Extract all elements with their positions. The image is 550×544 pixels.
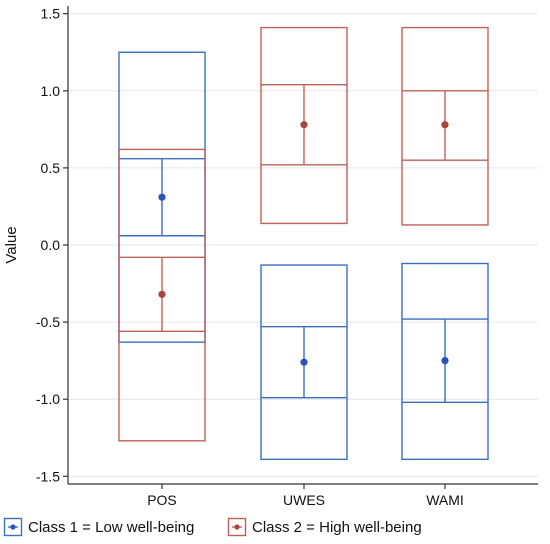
legend-swatch-marker bbox=[10, 524, 16, 530]
box-plots bbox=[118, 26, 489, 461]
box-outer-range bbox=[118, 148, 206, 442]
x-ticks: POS UWES WAMI bbox=[147, 484, 464, 508]
legend-item-class2: Class 2 = High well-being bbox=[227, 517, 422, 537]
legend-label: Class 1 = Low well-being bbox=[28, 519, 194, 536]
legend: Class 1 = Low well-being Class 2 = High w… bbox=[3, 517, 422, 537]
box-pos-class1 bbox=[118, 51, 206, 343]
box-outer-range bbox=[260, 26, 348, 225]
x-tick-label-uwes: UWES bbox=[283, 492, 325, 508]
box-outer-range bbox=[260, 264, 348, 461]
grid-lines bbox=[68, 13, 538, 477]
y-tick-label: 1.0 bbox=[41, 83, 61, 99]
box-wami-class2 bbox=[401, 26, 489, 226]
y-axis-title: Value bbox=[3, 226, 20, 263]
legend-label: Class 2 = High well-being bbox=[252, 519, 422, 536]
box-mean-marker bbox=[158, 193, 166, 201]
box-outer-range bbox=[401, 26, 489, 226]
box-uwes-class1 bbox=[260, 264, 348, 461]
y-tick-label: 0.0 bbox=[41, 237, 61, 253]
box-mean-marker bbox=[158, 290, 166, 298]
x-tick-label-wami: WAMI bbox=[426, 492, 464, 508]
y-tick-label: 0.5 bbox=[41, 160, 61, 176]
y-ticks: 1.5 1.0 0.5 0.0 -0.5 -1.0 -1.5 bbox=[36, 6, 68, 484]
y-tick-label: -1.5 bbox=[36, 468, 60, 484]
box-mean-marker bbox=[441, 121, 449, 129]
box-uwes-class2 bbox=[260, 26, 348, 225]
box-mean-marker bbox=[441, 357, 449, 365]
legend-item-class1: Class 1 = Low well-being bbox=[3, 517, 194, 537]
x-tick-label-pos: POS bbox=[147, 492, 177, 508]
y-tick-label: -1.0 bbox=[36, 391, 60, 407]
box-mean-marker bbox=[300, 358, 308, 366]
box-mean-marker bbox=[300, 121, 308, 129]
y-tick-label: -0.5 bbox=[36, 314, 60, 330]
box-wami-class1 bbox=[401, 262, 489, 461]
legend-swatch-marker bbox=[234, 524, 240, 530]
legend-swatch bbox=[3, 517, 23, 537]
box-pos-class2 bbox=[118, 148, 206, 442]
y-tick-label: 1.5 bbox=[41, 6, 61, 22]
box-outer-range bbox=[401, 262, 489, 461]
legend-swatch bbox=[227, 517, 247, 537]
